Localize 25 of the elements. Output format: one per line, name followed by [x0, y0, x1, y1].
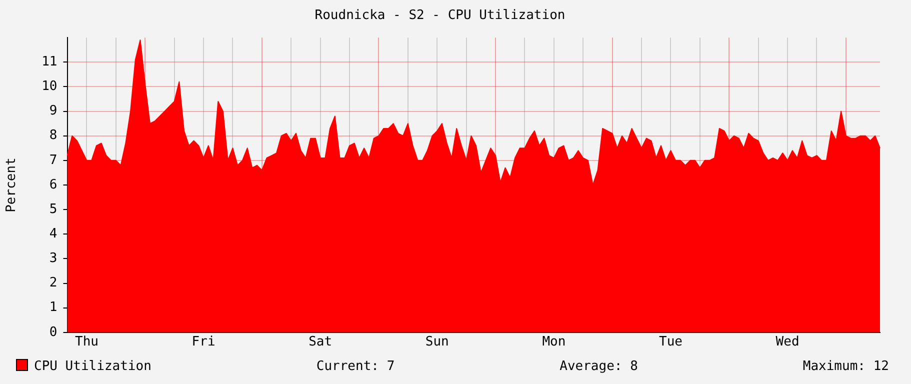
y-tick-label: 4: [49, 226, 58, 242]
x-tick-label: Fri: [192, 334, 216, 350]
x-tick-label: Mon: [542, 334, 566, 350]
y-tick-label: 8: [49, 128, 58, 144]
y-tick-label: 10: [42, 79, 58, 94]
x-tick-label: Sat: [308, 334, 332, 350]
y-tick-label: 5: [49, 202, 58, 217]
x-tick-label: Wed: [776, 334, 800, 350]
y-tick-label: 11: [42, 54, 58, 70]
text: Current: 7: [316, 359, 395, 374]
x-tick-label: Sun: [425, 334, 449, 350]
y-axis-title: Percent: [4, 158, 20, 212]
y-tick-label: 6: [49, 177, 58, 192]
x-tick-label: Tue: [658, 334, 683, 350]
y-tick-label: 1: [49, 300, 58, 316]
chart-title: Roudnicka - S2 - CPU Utilization: [314, 8, 566, 24]
y-tick-label: 7: [49, 152, 58, 168]
y-tick-label: 9: [49, 104, 58, 119]
y-tick-label: 2: [49, 276, 58, 291]
text: CPU Utilization: [33, 359, 152, 374]
text: Average: 8: [560, 359, 638, 374]
y-tick-label: 0: [49, 324, 58, 340]
x-tick-label: Thu: [74, 334, 98, 350]
text: Maximum: 12: [802, 359, 889, 374]
y-tick-label: 3: [49, 251, 58, 266]
